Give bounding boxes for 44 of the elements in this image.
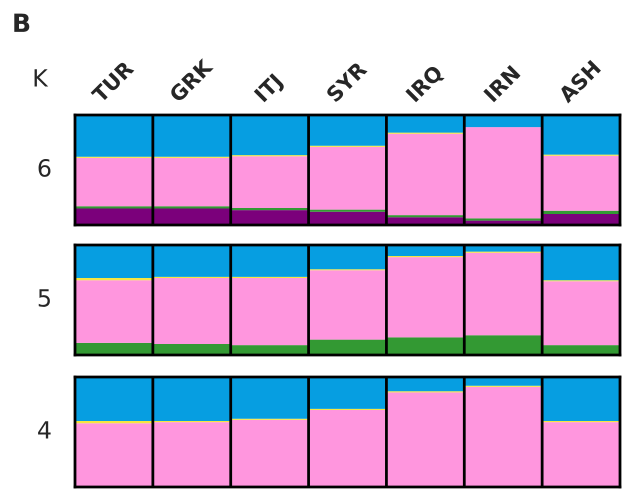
bar	[230, 278, 309, 346]
bar	[542, 281, 620, 346]
bar	[386, 257, 464, 338]
bar	[542, 210, 620, 214]
bar	[152, 115, 231, 157]
bar	[308, 245, 386, 270]
bar	[230, 156, 309, 208]
bar	[230, 115, 309, 156]
bar	[152, 377, 231, 421]
bar	[75, 280, 153, 343]
bar	[308, 270, 386, 340]
bar	[75, 115, 153, 157]
chart-title: B	[14, 14, 30, 32]
bar	[464, 127, 542, 218]
bar	[308, 146, 386, 210]
bar	[152, 158, 231, 206]
bar	[464, 335, 542, 355]
bar	[75, 423, 153, 487]
text: K	[34, 69, 48, 87]
bar	[464, 386, 542, 487]
bar	[230, 245, 309, 277]
bar	[542, 377, 620, 421]
y-axis-title: 4	[38, 421, 51, 439]
bar	[152, 422, 231, 487]
bar	[230, 420, 309, 487]
bar	[308, 410, 386, 487]
bar	[152, 245, 231, 277]
bar	[542, 115, 620, 155]
y-axis-title: 6	[38, 158, 50, 177]
y-axis-title: 5	[38, 289, 50, 307]
bar	[542, 422, 620, 487]
bar	[230, 377, 309, 419]
bar	[308, 377, 386, 409]
bar	[75, 158, 153, 206]
bar	[386, 134, 464, 216]
bar	[386, 392, 464, 487]
bar	[308, 115, 386, 146]
bar	[75, 245, 153, 278]
bar	[542, 156, 620, 211]
x-tick-label: ITJ	[254, 73, 286, 106]
bar	[464, 252, 542, 336]
bar	[542, 245, 620, 280]
bar	[152, 278, 231, 344]
bar	[75, 377, 153, 421]
